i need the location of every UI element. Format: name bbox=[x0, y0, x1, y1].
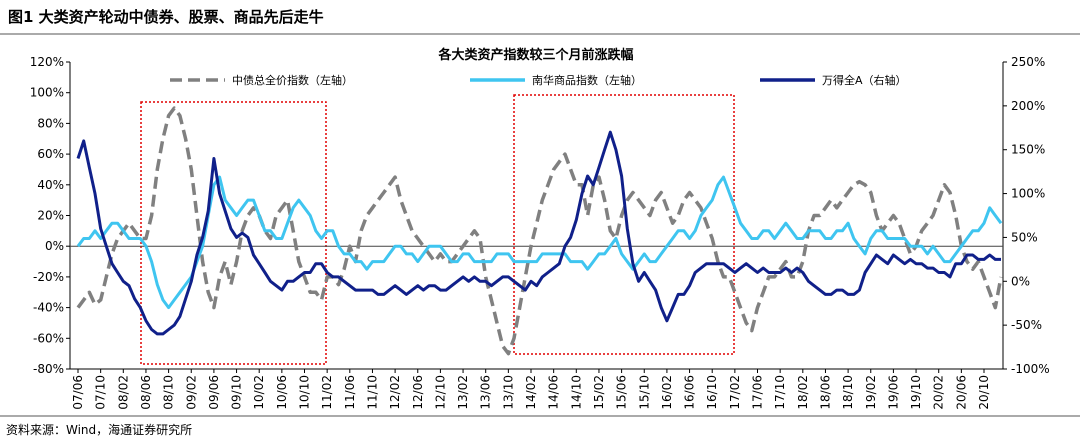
x-tick-label: 10/06 bbox=[275, 375, 289, 410]
x-tick-label: 16/10 bbox=[705, 375, 719, 410]
series-line bbox=[76, 130, 1001, 336]
x-tick-label: 19/10 bbox=[909, 375, 923, 410]
x-tick-label: 13/10 bbox=[501, 375, 515, 410]
y2-tick-label: 0% bbox=[1011, 274, 1030, 288]
x-tick-label: 07/06 bbox=[71, 375, 85, 410]
y-tick-label: 100% bbox=[30, 86, 64, 100]
x-tick-label: 10/10 bbox=[298, 375, 312, 410]
x-tick-label: 14/10 bbox=[569, 375, 583, 410]
x-tick-label: 08/02 bbox=[116, 375, 130, 410]
x-tick-label: 09/02 bbox=[184, 375, 198, 410]
y-tick-label: 20% bbox=[37, 209, 64, 223]
x-tick-label: 12/06 bbox=[411, 375, 425, 410]
source: 资料来源：Wind，海通证券研究所 bbox=[6, 422, 192, 437]
x-tick-label: 08/10 bbox=[162, 375, 176, 410]
y-tick-label: 40% bbox=[37, 178, 64, 192]
highlight-box bbox=[513, 94, 735, 355]
y-tick-label: 80% bbox=[37, 116, 64, 130]
series-line bbox=[76, 175, 1003, 310]
x-tick-label: 18/02 bbox=[796, 375, 810, 410]
header: 图1 大类资产轮动中债券、股票、商品先后走牛 bbox=[8, 8, 324, 26]
y-tick-label: -60% bbox=[33, 331, 64, 345]
y2-tick-label: 150% bbox=[1011, 143, 1045, 157]
x-tick-label: 20/06 bbox=[954, 375, 968, 410]
x-tick-label: 07/10 bbox=[94, 375, 108, 410]
x-tick-label: 14/02 bbox=[524, 375, 538, 410]
y-tick-label: -20% bbox=[33, 270, 64, 284]
x-tick-label: 15/06 bbox=[615, 375, 629, 410]
y2-tick-label: 250% bbox=[1011, 55, 1045, 69]
y2-tick-label: 50% bbox=[1011, 230, 1038, 244]
x-tick-label: 16/06 bbox=[683, 375, 697, 410]
x-tick-label: 19/02 bbox=[864, 375, 878, 410]
x-tick-label: 17/10 bbox=[773, 375, 787, 410]
y2-tick-label: 100% bbox=[1011, 187, 1045, 201]
legend-label: 万得全A（右轴） bbox=[822, 73, 907, 87]
y2-tick-label: -100% bbox=[1011, 362, 1050, 376]
y2-tick-label: -50% bbox=[1011, 318, 1042, 332]
x-tick-label: 18/06 bbox=[818, 375, 832, 410]
y-tick-label: 120% bbox=[30, 55, 64, 69]
x-tick-label: 17/06 bbox=[751, 375, 765, 410]
x-tick-label: 09/10 bbox=[230, 375, 244, 410]
x-tick-label: 17/02 bbox=[728, 375, 742, 410]
x-tick-label: 11/02 bbox=[320, 375, 334, 410]
x-tick-label: 15/02 bbox=[592, 375, 606, 410]
legend-label: 中债总全价指数（左轴） bbox=[232, 73, 353, 87]
chart-title: 各大类资产指数较三个月前涨跌幅 bbox=[437, 47, 633, 63]
y-tick-label: 60% bbox=[37, 147, 64, 161]
x-tick-label: 20/10 bbox=[977, 375, 991, 410]
x-tick-label: 20/02 bbox=[932, 375, 946, 410]
x-tick-label: 16/02 bbox=[660, 375, 674, 410]
x-tick-label: 18/10 bbox=[841, 375, 855, 410]
x-tick-label: 11/10 bbox=[365, 375, 379, 410]
x-tick-label: 13/02 bbox=[456, 375, 470, 410]
y2-tick-label: 200% bbox=[1011, 99, 1045, 113]
x-tick-label: 15/10 bbox=[637, 375, 651, 410]
x-tick-label: 19/06 bbox=[886, 375, 900, 410]
x-tick-label: 10/02 bbox=[252, 375, 266, 410]
x-tick-label: 08/06 bbox=[139, 375, 153, 410]
x-tick-label: 09/06 bbox=[207, 375, 221, 410]
x-tick-label: 11/06 bbox=[343, 375, 357, 410]
x-tick-label: 12/02 bbox=[388, 375, 402, 410]
y-tick-label: -80% bbox=[33, 362, 64, 376]
x-tick-label: 12/10 bbox=[433, 375, 447, 410]
y-tick-label: 0% bbox=[45, 239, 64, 253]
legend-label: 南华商品指数（左轴） bbox=[532, 73, 642, 87]
series-line bbox=[76, 106, 1003, 356]
x-tick-label: 14/06 bbox=[547, 375, 561, 410]
x-tick-label: 13/06 bbox=[479, 375, 493, 410]
y-tick-label: -40% bbox=[33, 301, 64, 315]
